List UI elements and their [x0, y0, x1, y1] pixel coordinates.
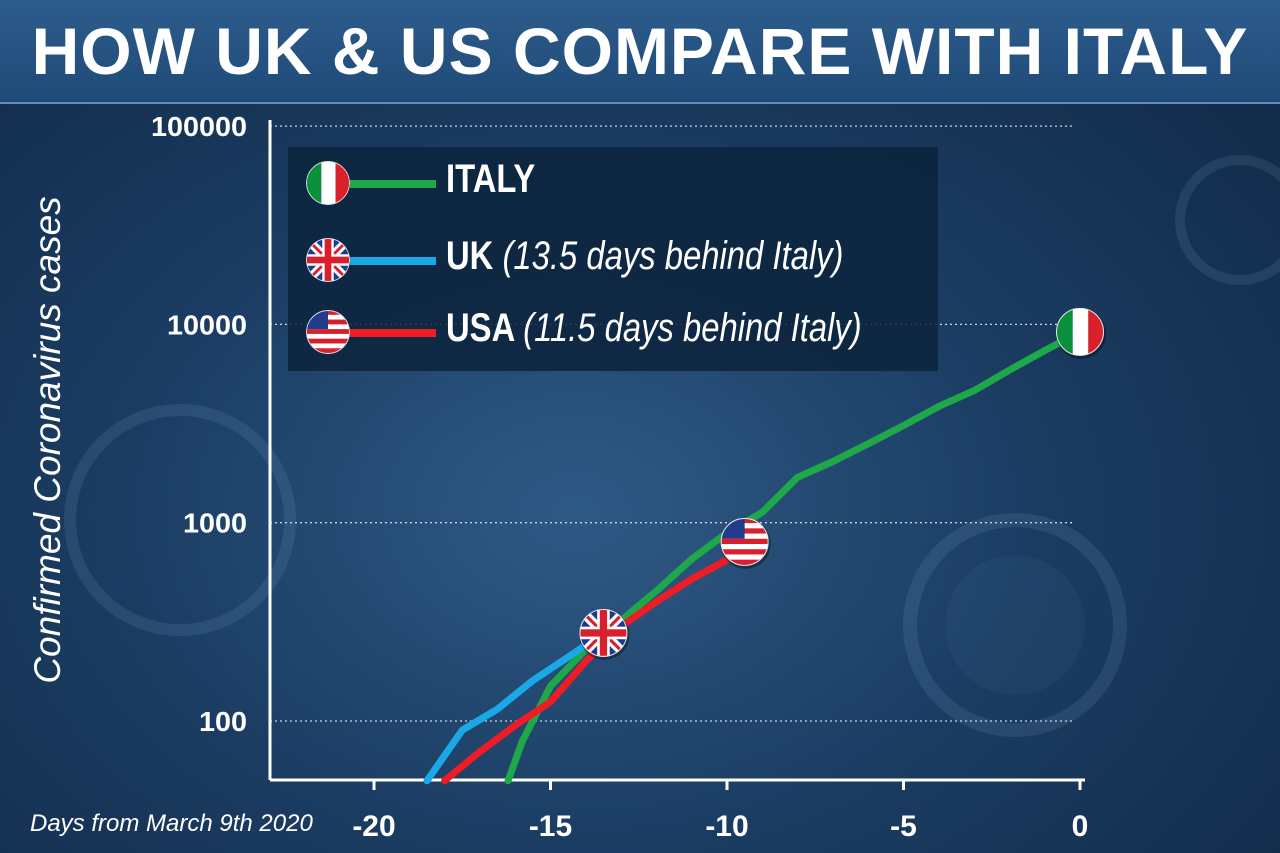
usa-flag-icon: [306, 310, 350, 354]
legend-swatch-usa: [350, 329, 436, 337]
series-line-usa: [441, 538, 749, 785]
italy-flag-icon: [306, 161, 350, 205]
y-tick-label-10000: 10000: [167, 309, 247, 340]
legend-item-italy: ITALY: [288, 153, 938, 213]
x-tick-label--15: -15: [529, 810, 572, 843]
legend-note-uk: (13.5 days behind Italy): [502, 234, 844, 278]
legend-swatch-italy: [350, 180, 436, 188]
page-title: HOW UK & US COMPARE WITH ITALY: [31, 14, 1249, 88]
legend-note-usa: (11.5 days behind Italy): [523, 306, 862, 350]
x-tick-label-0: 0: [1072, 810, 1089, 843]
series-line-uk: [423, 629, 607, 785]
usa-flag-marker-icon: [721, 518, 771, 569]
uk-flag-marker-icon: [579, 609, 630, 660]
legend-item-uk: UK (13.5 days behind Italy): [288, 230, 938, 290]
legend-label-usa: USA: [446, 306, 515, 350]
title-banner: [0, 0, 1280, 104]
uk-flag-icon: [306, 238, 350, 282]
x-tick-label--20: -20: [352, 810, 395, 843]
virus-background-decoration: [64, 155, 1280, 737]
legend-item-usa: USA (11.5 days behind Italy): [288, 302, 938, 362]
x-axis-label: Days from March 9th 2020: [30, 810, 313, 837]
y-tick-label-100: 100: [199, 706, 247, 737]
x-tick-label--5: -5: [890, 810, 917, 843]
legend-label-uk: UK: [446, 234, 494, 278]
legend: ITALY UK (13.5 days behind Italy) USA (1…: [288, 147, 938, 371]
y-tick-label-100000: 100000: [151, 111, 247, 142]
italy-flag-marker-icon: [1056, 308, 1106, 359]
series-line-italy: [504, 328, 1084, 785]
legend-label-italy: ITALY: [446, 157, 536, 201]
legend-swatch-uk: [350, 257, 436, 265]
x-tick-label--10: -10: [705, 810, 748, 843]
y-tick-label-1000: 1000: [183, 508, 247, 539]
